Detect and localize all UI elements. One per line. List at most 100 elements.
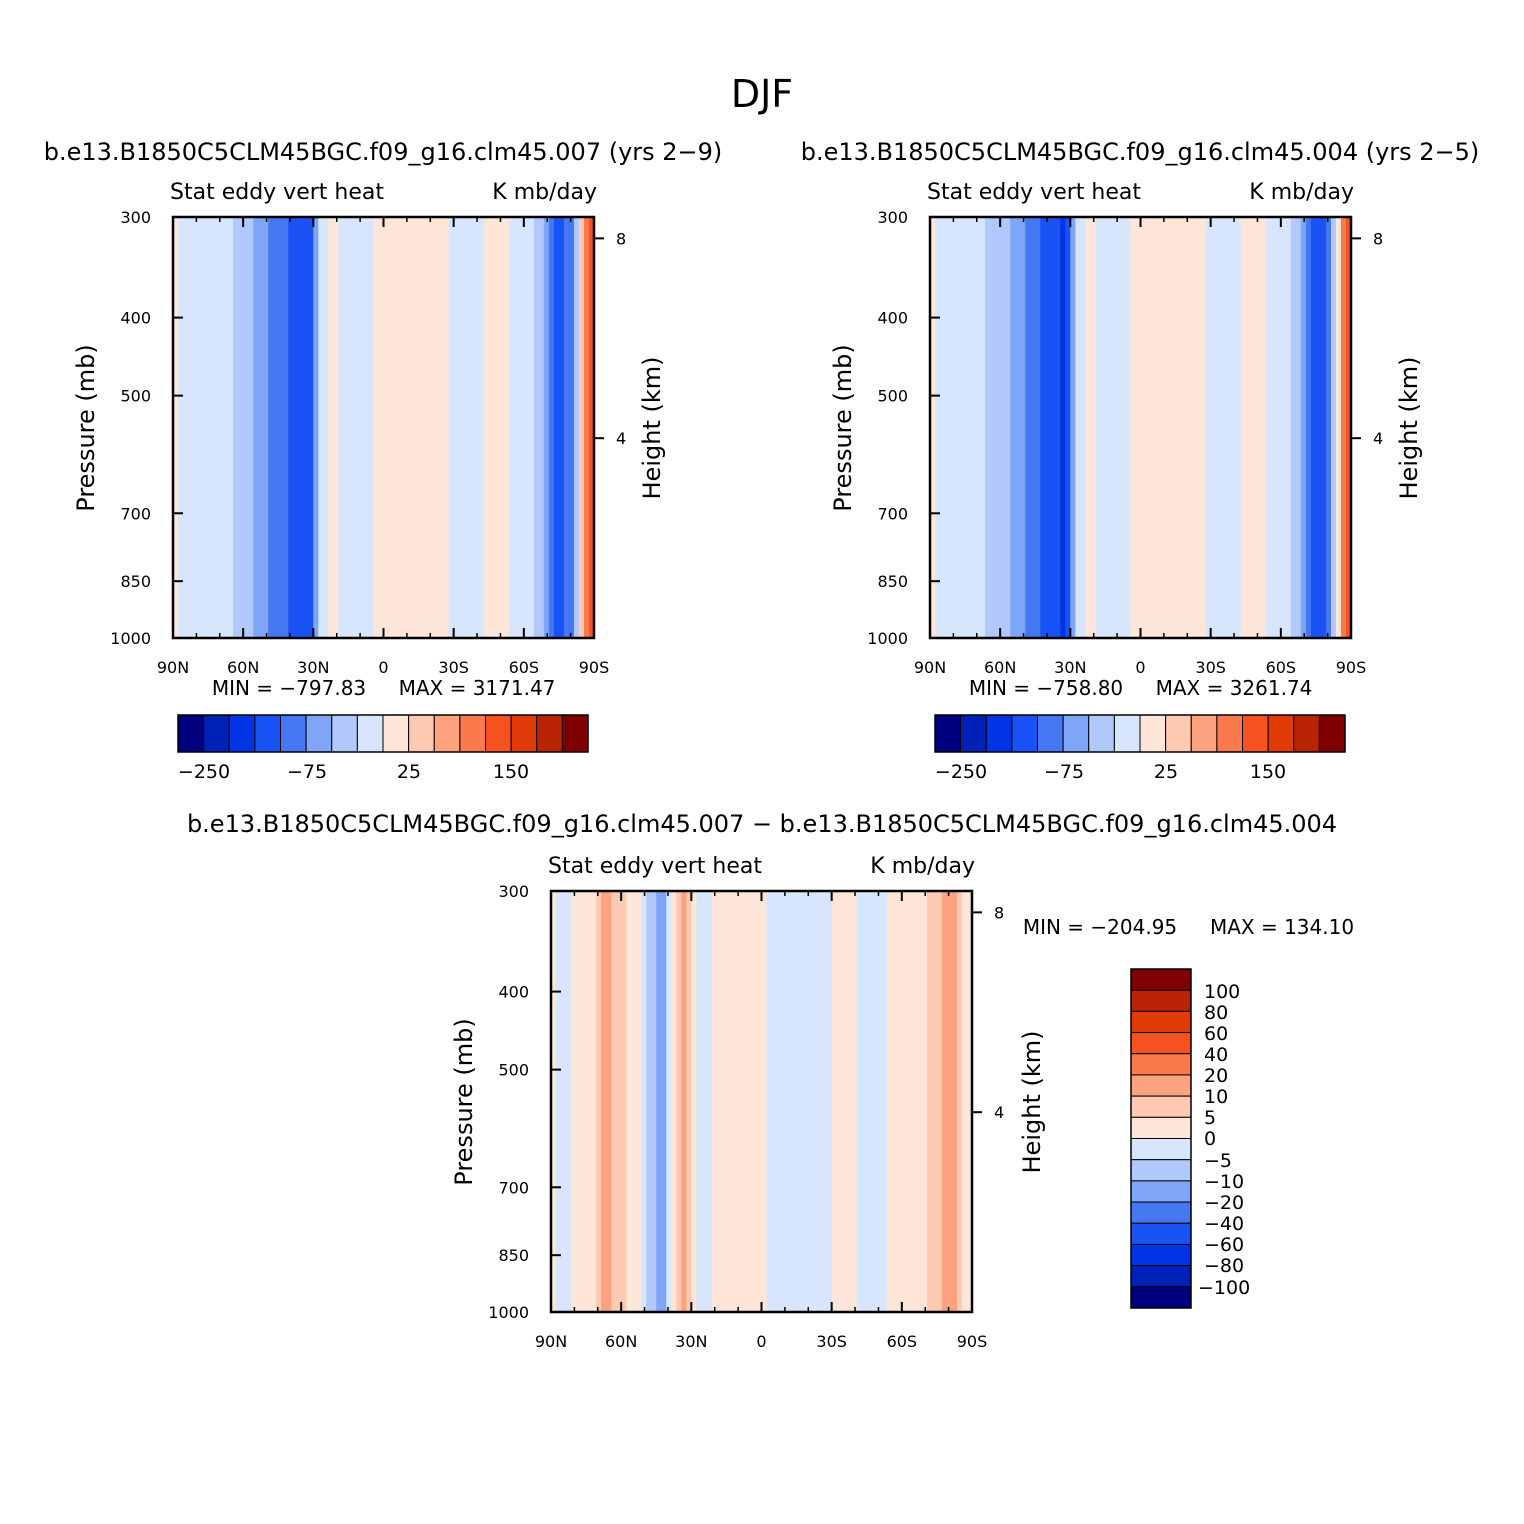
colorbar-box (1165, 714, 1192, 753)
contour-band (488, 217, 495, 638)
panel-right-subtitle: K mb/day (492, 180, 597, 205)
colorbar-labels: −250 −75 25 150 (178, 761, 529, 783)
contour-band (578, 217, 585, 638)
contour-band (781, 891, 788, 1312)
contour-band (1170, 217, 1177, 638)
contour-band (543, 217, 550, 638)
x-tick-label: 30S (1195, 658, 1226, 677)
contour-band (473, 217, 480, 638)
contour-band (1330, 217, 1337, 638)
contour-band (676, 891, 682, 1312)
contour-band (861, 891, 868, 1312)
y-tick-label: 700 (498, 1178, 529, 1197)
contour-band (761, 891, 768, 1312)
contour-band (1295, 217, 1302, 638)
colorbar-label: −75 (287, 761, 327, 783)
contour-field (173, 217, 594, 638)
y-axis: 300 400 500 700 850 1000 (867, 208, 940, 648)
y-axis: 300 400 500 700 850 1000 (488, 882, 561, 1322)
contour-band (403, 217, 410, 638)
contour-band (1070, 217, 1076, 638)
contour-band (871, 891, 878, 1312)
contour-band (373, 217, 380, 638)
colorbar-box (280, 714, 307, 753)
contour-band (1220, 217, 1227, 638)
contour-band (970, 217, 976, 638)
contour-band (1025, 217, 1031, 638)
contour-band (428, 217, 435, 638)
contour-band (238, 217, 244, 638)
contour-band (831, 891, 838, 1312)
y-tick-label: 1000 (867, 629, 908, 648)
colorbar-box (1130, 1010, 1192, 1034)
x-tick-label: 90N (914, 658, 946, 677)
contour-band (1180, 217, 1187, 638)
contour-band (208, 217, 214, 638)
contour-band (786, 891, 793, 1312)
contour-band (1285, 217, 1292, 638)
contour-band (218, 217, 224, 638)
contour-band (573, 217, 580, 638)
contour-band (313, 217, 319, 638)
contour-band (811, 891, 818, 1312)
y-axis: 300 400 500 700 850 1000 (110, 208, 183, 648)
contour-band (393, 217, 400, 638)
height-axis: 84 (972, 903, 1004, 1122)
contour-band (586, 891, 592, 1312)
contour-band (1125, 217, 1132, 638)
height-tick-label: 8 (994, 903, 1004, 922)
contour-band (941, 891, 948, 1312)
contour-band (776, 891, 783, 1312)
contour-band (671, 891, 677, 1312)
contour-band (841, 891, 848, 1312)
contour-band (1265, 217, 1272, 638)
contour-band (1155, 217, 1162, 638)
contour-band (621, 891, 627, 1312)
contour-band (1255, 217, 1262, 638)
contour-band (1310, 217, 1317, 638)
contour-band (1005, 217, 1011, 638)
panel-left-subtitle: Stat eddy vert heat (548, 854, 762, 879)
x-tick-label: 30N (1054, 658, 1086, 677)
contour-band (463, 217, 470, 638)
contour-band (936, 891, 943, 1312)
contour-band (756, 891, 763, 1312)
contour-band (338, 217, 344, 638)
contour-band (661, 891, 667, 1312)
contour-band (631, 891, 637, 1312)
contour-band (458, 217, 465, 638)
colorbar-label: −100 (1198, 1277, 1250, 1299)
y-tick-label: 300 (877, 208, 908, 227)
x-tick-label: 0 (378, 658, 388, 677)
max-value: MAX = 3171.47 (399, 676, 556, 700)
colorbar-label: 60 (1204, 1023, 1228, 1045)
contour-band (513, 217, 520, 638)
colorbar-box (1242, 714, 1269, 753)
contour-band (896, 891, 903, 1312)
contour-band (353, 217, 360, 638)
contour-band (616, 891, 622, 1312)
contour-band (408, 217, 415, 638)
contour-band (1120, 217, 1127, 638)
panel-title: b.e13.B1850C5CLM45BGC.f09_g16.clm45.007 … (44, 138, 723, 166)
colorbar-box (485, 714, 512, 753)
colorbar-box (203, 714, 230, 753)
contour-band (626, 891, 632, 1312)
contour-band (696, 891, 702, 1312)
x-tick-label: 60S (1266, 658, 1297, 677)
x-tick-label: 60S (887, 1332, 918, 1351)
contour-band (706, 891, 712, 1312)
colorbar-box (1062, 714, 1090, 753)
colorbar-box (561, 714, 589, 753)
contour-band (1235, 217, 1242, 638)
contour-band (493, 217, 500, 638)
colorbar-label: 25 (1154, 761, 1178, 783)
contour-band (508, 217, 515, 638)
contour-band (731, 891, 738, 1312)
contour-band (1075, 217, 1081, 638)
panel-left-subtitle: Stat eddy vert heat (927, 180, 1141, 205)
colorbar-label: 5 (1204, 1107, 1216, 1129)
contour-band (433, 217, 440, 638)
contour-band (1190, 217, 1197, 638)
colorbar-box (1130, 1116, 1192, 1140)
